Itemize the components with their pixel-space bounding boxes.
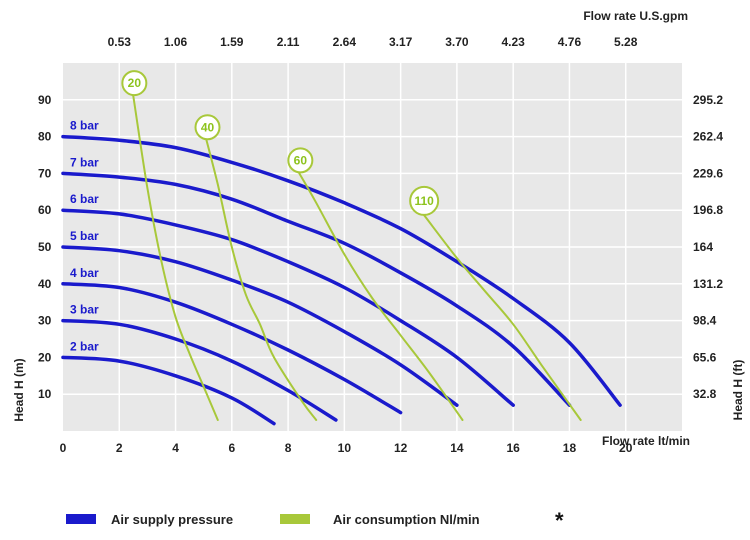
pressure-curve [61,171,572,407]
left-tick-label: 40 [38,277,52,291]
pressure-curve [61,282,403,415]
x-tick-label: 2 [116,441,123,455]
legend-label-pressure: Air supply pressure [111,512,233,527]
x-tick-label: 6 [228,441,235,455]
pressure-curve [61,245,459,407]
left-tick-label: 90 [38,93,52,107]
right-axis-label: Head H (ft) [731,360,745,421]
air-consumption-curve [422,212,582,421]
right-tick-label: 164 [693,240,713,254]
x-tick-label: 10 [338,441,352,455]
x-tick-label: 0 [60,441,67,455]
right-tick-label: 98.4 [693,314,717,328]
x-tick-label: 16 [507,441,521,455]
air-consumption-label: 110 [414,194,434,208]
air-consumption-label: 40 [201,120,215,134]
x-tick-label: 4 [172,441,179,455]
legend-swatch-air [280,514,310,524]
left-tick-label: 10 [38,387,52,401]
left-tick-label: 60 [38,203,52,217]
left-tick-label: 30 [38,314,52,328]
air-label-circle [287,147,314,174]
left-tick-label: 20 [38,350,52,364]
air-consumption-curves: 20 40 60 110 [121,70,582,421]
right-tick-label: 131.2 [693,277,723,291]
top-tick-label: 3.70 [445,35,469,49]
top-tick-label: 3.17 [389,35,413,49]
air-label-circle [121,70,148,97]
right-tick-label: 295.2 [693,93,723,107]
pressure-curve-label: 2 bar [70,339,99,353]
left-tick-label: 50 [38,240,52,254]
left-tick-label: 70 [38,166,52,180]
right-tick-label: 262.4 [693,130,723,144]
axis-ticks: 0 2 4 6 8 10 12 14 16 18 20 10 32.8 20 65.6 30 98.4 40 131… [38,35,723,455]
pressure-curve [61,208,515,407]
pressure-curves: 2 bar 3 bar 4 bar 5 bar 6 bar 7 bar 8 bar [61,119,622,426]
right-tick-label: 229.6 [693,166,723,180]
pressure-curve [61,318,338,422]
air-consumption-label: 20 [128,76,142,90]
top-tick-label: 5.28 [614,35,638,49]
pressure-curve-label: 3 bar [70,303,99,317]
pressure-curve-label: 7 bar [70,155,99,169]
left-tick-label: 80 [38,130,52,144]
air-consumption-curve [205,139,318,421]
right-tick-label: 65.6 [693,350,717,364]
legend-swatch-pressure [66,514,96,524]
top-axis-label: Flow rate U.S.gpm [583,9,688,23]
x-tick-label: 14 [450,441,464,455]
top-tick-label: 0.53 [108,35,132,49]
pressure-curve-label: 8 bar [70,119,99,133]
right-tick-label: 32.8 [693,387,717,401]
bottom-axis-label: Flow rate lt/min [602,434,690,448]
right-tick-label: 196.8 [693,203,723,217]
air-consumption-label: 60 [294,153,308,167]
air-consumption-curve [298,172,464,421]
x-tick-label: 20 [619,441,633,455]
pressure-curve-label: 4 bar [70,266,99,280]
top-tick-label: 2.11 [277,35,300,49]
air-label-circle [194,114,221,141]
legend: Air supply pressure Air consumption Nl/m… [66,508,564,533]
left-axis-label: Head H (m) [12,358,26,421]
top-tick-label: 1.06 [164,35,188,49]
air-consumption-curve [132,95,219,421]
air-label-circle [409,185,440,216]
pressure-curve-label: 6 bar [70,192,99,206]
top-tick-label: 1.59 [220,35,244,49]
top-tick-label: 4.23 [502,35,526,49]
x-tick-label: 18 [563,441,577,455]
x-tick-label: 12 [394,441,408,455]
top-tick-label: 4.76 [558,35,582,49]
x-tick-label: 8 [285,441,292,455]
pressure-curve [61,134,622,407]
legend-label-air: Air consumption Nl/min [333,512,480,527]
pressure-curve [61,355,276,426]
footnote-asterisk: * [555,508,564,533]
top-tick-label: 2.64 [333,35,357,49]
pressure-curve-label: 5 bar [70,229,99,243]
